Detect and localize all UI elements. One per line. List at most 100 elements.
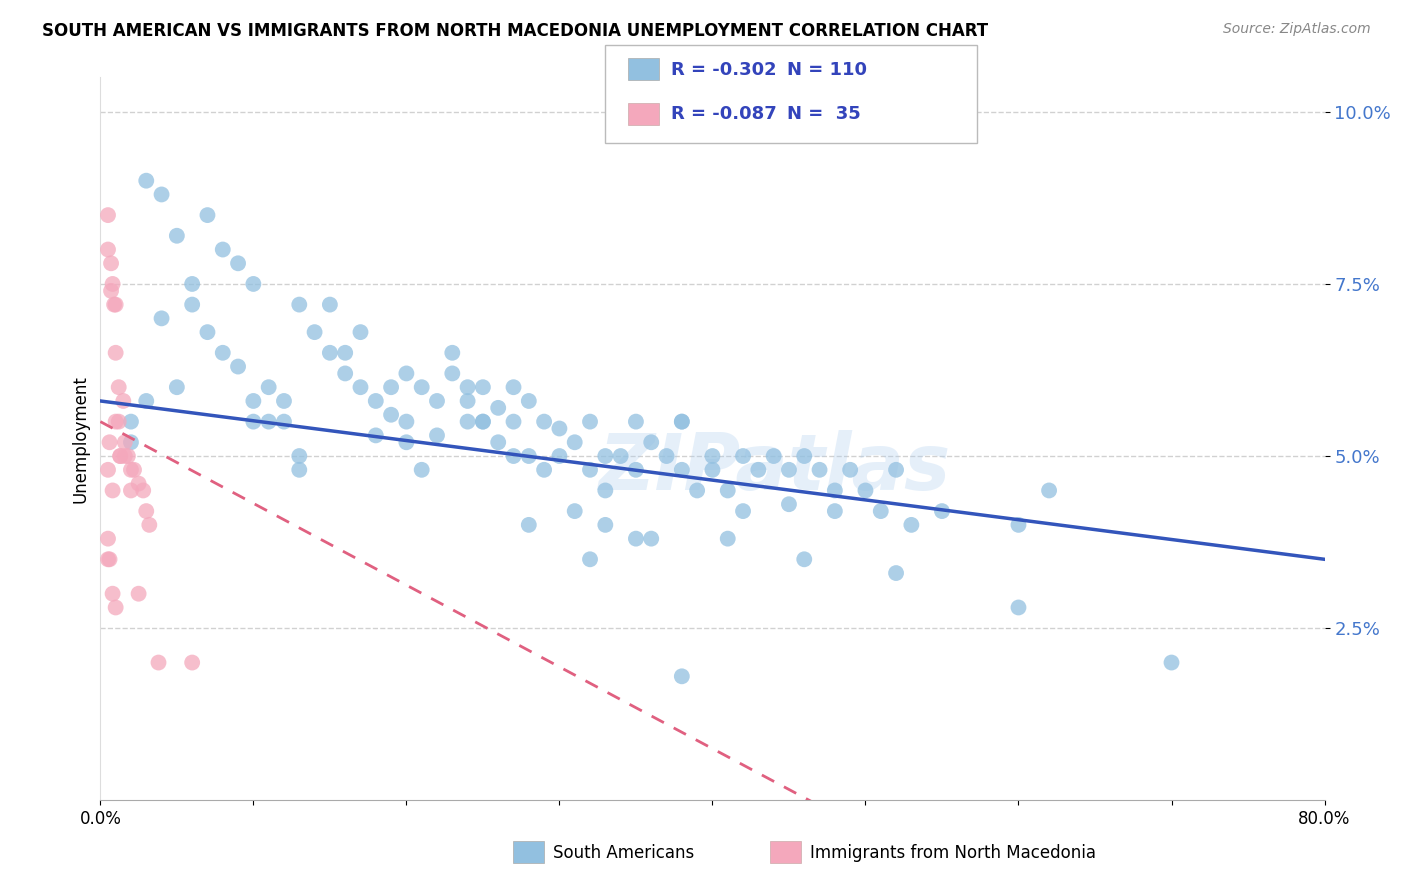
Point [457,394,479,409]
Point [884,463,907,477]
Point [122,463,145,477]
Point [273,394,295,409]
Point [104,600,127,615]
Point [579,463,602,477]
Point [731,504,754,518]
Point [595,483,617,498]
Point [548,421,571,435]
Point [502,380,524,394]
Text: SOUTH AMERICAN VS IMMIGRANTS FROM NORTH MACEDONIA UNEMPLOYMENT CORRELATION CHART: SOUTH AMERICAN VS IMMIGRANTS FROM NORTH … [42,22,988,40]
Text: ZIPatlas: ZIPatlas [598,430,950,506]
Point [624,532,647,546]
Point [640,532,662,546]
Point [900,517,922,532]
Point [395,415,418,429]
Point [457,380,479,394]
Point [150,187,173,202]
Point [640,435,662,450]
Point [548,449,571,463]
Point [855,483,877,498]
Point [120,415,142,429]
Point [717,532,740,546]
Point [288,449,311,463]
Point [98,435,121,450]
Point [211,243,233,257]
Point [579,552,602,566]
Point [395,435,418,450]
Point [778,497,800,511]
Point [441,345,464,359]
Point [595,517,617,532]
Point [112,394,135,409]
Point [579,415,602,429]
Point [426,428,449,442]
Point [457,415,479,429]
Point [702,449,724,463]
Point [242,415,264,429]
Point [731,449,754,463]
Point [288,463,311,477]
Point [395,367,418,381]
Point [426,394,449,409]
Point [128,476,150,491]
Point [110,449,132,463]
Text: N = 110: N = 110 [787,61,868,78]
Point [533,415,555,429]
Point [655,449,678,463]
Point [97,532,120,546]
Point [211,345,233,359]
Point [717,483,740,498]
Text: Source: ZipAtlas.com: Source: ZipAtlas.com [1223,22,1371,37]
Point [97,463,120,477]
Point [319,345,342,359]
Point [107,380,129,394]
Point [273,415,295,429]
Point [135,504,157,518]
Point [609,449,631,463]
Point [702,463,724,477]
Point [793,552,815,566]
Point [104,415,127,429]
Point [1160,656,1182,670]
Point [166,380,188,394]
Point [226,359,249,374]
Point [411,463,433,477]
Text: N =  35: N = 35 [787,105,860,123]
Point [671,463,693,477]
Point [364,394,387,409]
Point [101,277,124,291]
Point [117,449,139,463]
Point [762,449,785,463]
Point [242,277,264,291]
Point [364,428,387,442]
Point [97,208,120,222]
Point [132,483,155,498]
Point [181,277,204,291]
Point [257,415,280,429]
Point [486,435,509,450]
Point [624,415,647,429]
Point [104,297,127,311]
Point [100,284,122,298]
Point [150,311,173,326]
Point [148,656,170,670]
Point [671,415,693,429]
Point [120,435,142,450]
Point [441,367,464,381]
Point [839,463,862,477]
Point [564,435,586,450]
Point [778,463,800,477]
Point [349,380,371,394]
Y-axis label: Unemployment: Unemployment [72,375,89,503]
Point [517,394,540,409]
Point [242,394,264,409]
Point [135,174,157,188]
Text: R = -0.302: R = -0.302 [671,61,776,78]
Point [502,415,524,429]
Point [1007,517,1029,532]
Point [335,367,357,381]
Point [128,587,150,601]
Point [181,297,204,311]
Point [517,517,540,532]
Point [114,449,136,463]
